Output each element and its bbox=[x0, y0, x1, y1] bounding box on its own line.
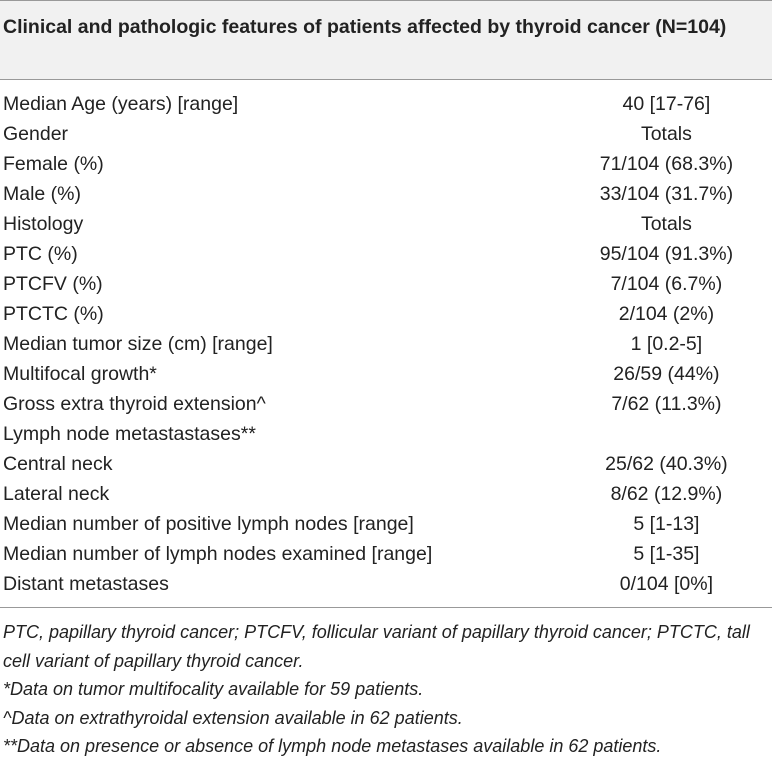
row-value: 25/62 (40.3%) bbox=[605, 453, 728, 475]
table-row: Lateral neck 8/62 (12.9%) bbox=[0, 479, 772, 509]
row-label: Median number of lymph nodes examined [r… bbox=[3, 543, 433, 565]
row-label: PTCFV (%) bbox=[3, 273, 103, 295]
row-value: 7/104 (6.7%) bbox=[610, 273, 723, 295]
row-value: 8/62 (12.9%) bbox=[610, 483, 723, 505]
footnotes: PTC, papillary thyroid cancer; PTCFV, fo… bbox=[0, 608, 772, 761]
table-row: Median number of positive lymph nodes [r… bbox=[0, 509, 772, 539]
table-row: PTC (%) 95/104 (91.3%) bbox=[0, 239, 772, 269]
row-label: Lateral neck bbox=[3, 483, 110, 505]
row-label: Distant metastases bbox=[3, 573, 169, 595]
row-label: Lymph node metastastases** bbox=[3, 423, 256, 445]
table-row: PTCTC (%) 2/104 (2%) bbox=[0, 299, 772, 329]
table-row: Central neck 25/62 (40.3%) bbox=[0, 449, 772, 479]
row-value: 2/104 (2%) bbox=[618, 303, 715, 325]
row-value: 1 [0.2-5] bbox=[630, 333, 703, 355]
row-label: Histology bbox=[3, 213, 84, 235]
table-row: Median tumor size (cm) [range] 1 [0.2-5] bbox=[0, 329, 772, 359]
row-label: Median number of positive lymph nodes [r… bbox=[3, 513, 414, 535]
row-value: 40 [17-76] bbox=[622, 93, 711, 115]
footnote: **Data on presence or absence of lymph n… bbox=[3, 736, 662, 756]
row-label: Female (%) bbox=[3, 153, 104, 175]
row-label: Multifocal growth* bbox=[3, 363, 157, 385]
row-value: 7/62 (11.3%) bbox=[611, 393, 722, 415]
row-value: 5 [1-13] bbox=[633, 513, 700, 535]
row-label: PTCTC (%) bbox=[3, 303, 104, 325]
footnote: PTC, papillary thyroid cancer; PTCFV, fo… bbox=[3, 622, 750, 671]
row-label: Male (%) bbox=[3, 183, 82, 205]
row-value: 33/104 (31.7%) bbox=[599, 183, 734, 205]
row-label: Gross extra thyroid extension^ bbox=[3, 393, 266, 415]
table-row: Median Age (years) [range] 40 [17-76] bbox=[0, 89, 772, 119]
table-row: Median number of lymph nodes examined [r… bbox=[0, 539, 772, 569]
table-row: Gender Totals bbox=[0, 119, 772, 149]
row-value: 71/104 (68.3%) bbox=[599, 153, 734, 175]
table-row: Multifocal growth* 26/59 (44%) bbox=[0, 359, 772, 389]
table-row: Gross extra thyroid extension^ 7/62 (11.3… bbox=[0, 389, 772, 419]
row-value: 95/104 (91.3%) bbox=[599, 243, 734, 265]
row-label: PTC (%) bbox=[3, 243, 78, 265]
footnote: *Data on tumor multifocality available f… bbox=[3, 679, 424, 699]
row-value: Totals bbox=[640, 213, 692, 235]
table-body: Median Age (years) [range] 40 [17-76] Gend… bbox=[0, 80, 772, 608]
table-row: PTCFV (%) 7/104 (6.7%) bbox=[0, 269, 772, 299]
table-row: Male (%) 33/104 (31.7%) bbox=[0, 179, 772, 209]
row-label: Central neck bbox=[3, 453, 113, 475]
table-title: Clinical and pathologic features of pati… bbox=[0, 0, 772, 80]
table-row: Female (%) 71/104 (68.3%) bbox=[0, 149, 772, 179]
row-label: Median Age (years) [range] bbox=[3, 93, 239, 115]
row-value: 26/59 (44%) bbox=[613, 363, 720, 385]
row-label: Gender bbox=[3, 123, 69, 145]
table-row: Distant metastases 0/104 [0%] bbox=[0, 569, 772, 599]
table-row: Histology Totals bbox=[0, 209, 772, 239]
row-value: 5 [1-35] bbox=[633, 543, 700, 565]
row-value: Totals bbox=[640, 123, 692, 145]
row-value: 0/104 [0%] bbox=[619, 573, 714, 595]
footnote: ^Data on extrathyroidal extension availa… bbox=[3, 707, 463, 728]
row-label: Median tumor size (cm) [range] bbox=[3, 333, 273, 355]
table-row: Lymph node metastastases** bbox=[0, 419, 772, 449]
